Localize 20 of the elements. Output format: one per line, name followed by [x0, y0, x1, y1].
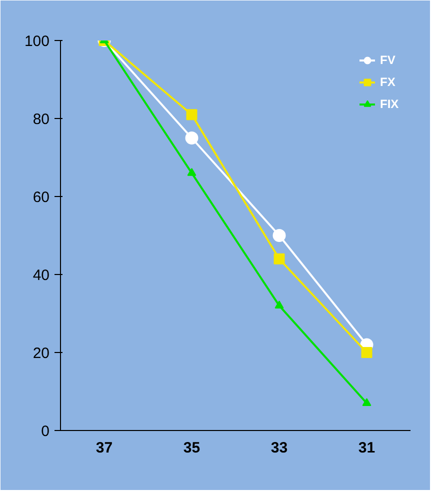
- point: [272, 229, 286, 242]
- y-tick-label: 40: [32, 267, 50, 284]
- point: [362, 398, 372, 406]
- x-tick-label: 31: [358, 440, 376, 456]
- point: [185, 132, 198, 144]
- legend-label: FIX: [380, 97, 400, 111]
- y-tick-label: 60: [32, 189, 50, 206]
- point: [274, 253, 285, 264]
- legend-label: FX: [380, 75, 396, 89]
- point: [361, 347, 372, 358]
- legend-label: FV: [380, 53, 396, 67]
- x-tick-label: 33: [270, 440, 288, 456]
- point: [186, 109, 198, 120]
- x-tick-label: 37: [96, 440, 113, 456]
- point: [274, 300, 284, 309]
- y-tick-label: 20: [32, 345, 50, 362]
- y-tick-label: 100: [24, 33, 50, 50]
- y-tick-label: 0: [41, 423, 50, 440]
- y-tick-label: 80: [32, 111, 50, 128]
- x-tick-label: 35: [183, 440, 200, 456]
